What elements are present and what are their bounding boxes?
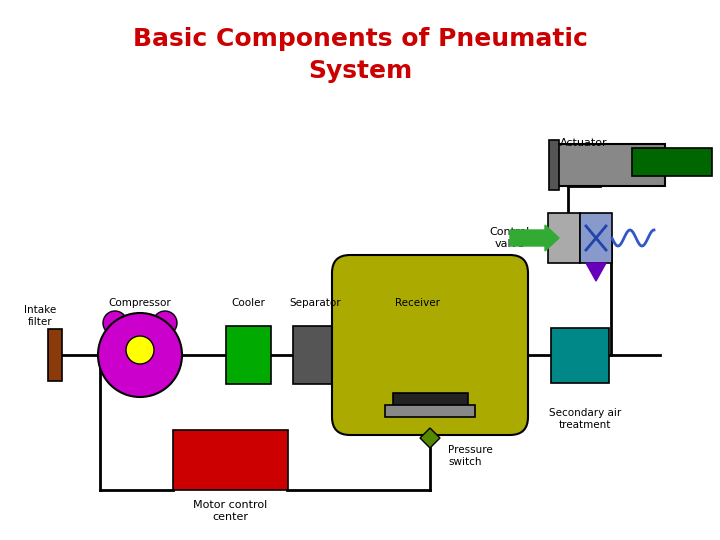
Polygon shape	[420, 428, 440, 448]
Text: Receiver: Receiver	[395, 298, 441, 308]
Text: Separator: Separator	[289, 298, 341, 308]
Bar	[392, 393, 467, 407]
Bar	[632, 148, 712, 176]
Bar	[555, 144, 665, 186]
Text: Cooler: Cooler	[231, 298, 265, 308]
Text: Motor control
center: Motor control center	[193, 500, 267, 522]
Text: Pressure
switch: Pressure switch	[448, 445, 492, 467]
Bar	[292, 326, 338, 384]
Circle shape	[153, 311, 177, 335]
Circle shape	[126, 336, 154, 364]
Polygon shape	[586, 263, 606, 281]
FancyBboxPatch shape	[332, 255, 528, 435]
Bar	[385, 405, 475, 417]
Bar	[549, 140, 559, 190]
Circle shape	[103, 311, 127, 335]
Text: Basic Components of Pneumatic
System: Basic Components of Pneumatic System	[132, 27, 588, 83]
Bar	[551, 327, 609, 382]
Bar	[173, 430, 287, 490]
Bar	[580, 213, 612, 263]
Text: Control
valve: Control valve	[490, 227, 530, 249]
Text: Actuator: Actuator	[560, 138, 608, 148]
Text: Secondary air
treatment: Secondary air treatment	[549, 408, 621, 430]
Bar	[548, 213, 580, 263]
Text: Intake
filter: Intake filter	[24, 305, 56, 327]
Bar	[48, 329, 62, 381]
FancyArrow shape	[510, 225, 559, 251]
Text: Compressor: Compressor	[109, 298, 171, 308]
Circle shape	[98, 313, 182, 397]
Bar	[225, 326, 271, 384]
